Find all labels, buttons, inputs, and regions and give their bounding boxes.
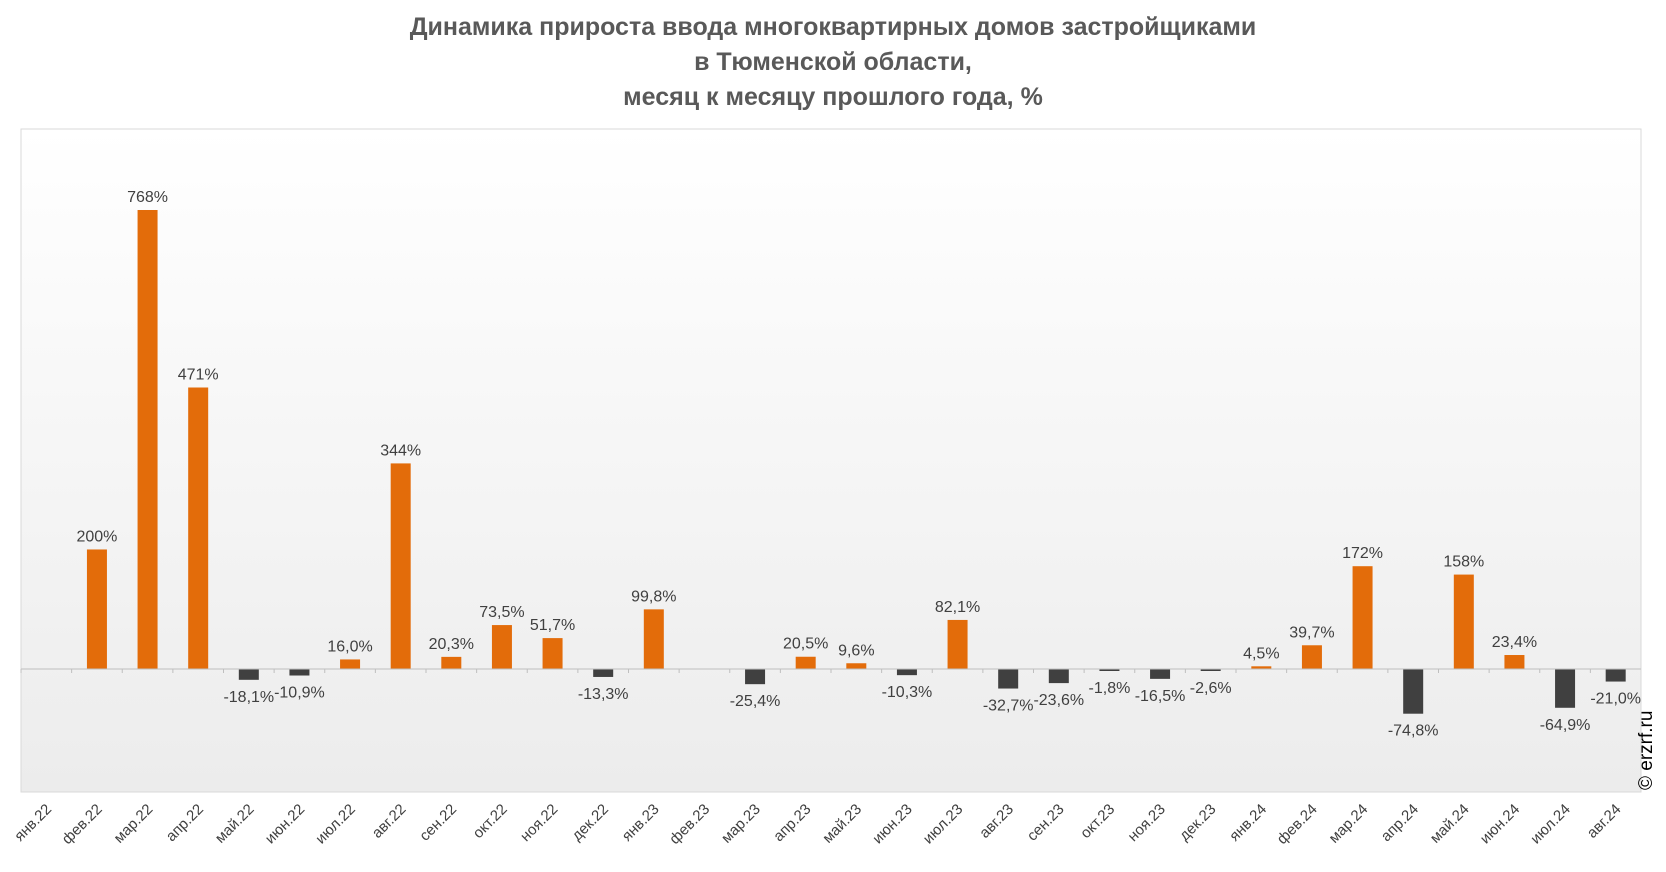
data-label: -74,8% [1388, 723, 1439, 740]
data-label: -18,1% [223, 689, 274, 706]
bar-сен.23 [1048, 669, 1069, 684]
chart-title-line-1: Динамика прироста ввода многоквартирных … [409, 13, 1257, 41]
chart-title: Динамика прироста ввода многоквартирных … [0, 10, 1666, 115]
x-tick-label: сен.22 [416, 801, 460, 845]
x-tick-label: июн.24 [1477, 801, 1524, 848]
bar-авг.23 [998, 669, 1019, 689]
bar-июл.24 [1555, 669, 1576, 708]
data-label: 172% [1342, 545, 1383, 562]
x-tick-label: окт.23 [1077, 801, 1118, 842]
x-tick-label: май.24 [1427, 801, 1473, 847]
data-label: 20,3% [429, 636, 474, 653]
x-tick-label: авг.24 [1584, 801, 1625, 842]
x-tick-label: янв.23 [619, 801, 663, 845]
bar-окт.23 [1099, 669, 1120, 671]
x-tick-label: фев.24 [1274, 801, 1321, 848]
data-label: -32,7% [983, 698, 1034, 715]
data-label: 344% [380, 442, 421, 459]
data-label: 16,0% [327, 638, 372, 655]
x-tick-label: июл.22 [312, 801, 359, 848]
chart-title-line-2: в Тюменской области, [694, 48, 972, 76]
x-tick-label: мар.22 [111, 801, 157, 847]
x-tick-label: ноя.22 [517, 801, 561, 845]
x-tick-label: дек.22 [569, 801, 612, 844]
data-label: 82,1% [935, 599, 980, 616]
data-label: -64,9% [1540, 717, 1591, 734]
bar-янв.23 [643, 609, 664, 669]
bar-ноя.23 [1150, 669, 1171, 679]
data-label: 768% [127, 189, 168, 206]
x-tick-label: июл.23 [920, 801, 967, 848]
data-label: -23,6% [1033, 692, 1084, 709]
bar-мар.23 [745, 669, 766, 685]
data-label: -10,9% [274, 685, 325, 702]
data-label: 73,5% [479, 604, 524, 621]
x-tick-label: апр.22 [163, 801, 207, 845]
data-label: 99,8% [631, 588, 676, 605]
bar-апр.24 [1403, 669, 1424, 714]
plot-area [20, 128, 1642, 793]
x-tick-label: янв.22 [11, 801, 55, 845]
bar-окт.22 [491, 625, 512, 669]
data-label: -21,0% [1590, 691, 1641, 708]
bar-мар.22 [137, 210, 158, 669]
copyright-text: © erzrf.ru [1636, 710, 1657, 790]
x-tick-label: апр.24 [1378, 801, 1422, 845]
bar-авг.24 [1605, 669, 1626, 682]
bar-май.23 [846, 663, 867, 669]
x-tick-label: фев.23 [666, 801, 713, 848]
bar-авг.22 [390, 463, 411, 669]
bar-апр.22 [188, 387, 209, 669]
chart-title-line-3: месяц к месяцу прошлого года, % [623, 83, 1043, 111]
x-tick-label: ноя.23 [1125, 801, 1169, 845]
x-tick-label: янв.24 [1226, 801, 1270, 845]
x-tick-label: мар.24 [1326, 801, 1372, 847]
bar-фев.24 [1301, 645, 1322, 669]
data-label: -25,4% [730, 693, 781, 710]
x-tick-label: авг.22 [369, 801, 410, 842]
bar-май.22 [238, 669, 259, 680]
x-tick-label: фев.22 [59, 801, 106, 848]
data-label: 20,5% [783, 636, 828, 653]
x-tick-label: мар.23 [718, 801, 764, 847]
data-label: -13,3% [578, 686, 629, 703]
x-tick-label: май.23 [819, 801, 865, 847]
bar-июл.22 [340, 659, 361, 669]
bar-янв.24 [1251, 666, 1272, 669]
x-tick-label: апр.23 [770, 801, 814, 845]
x-tick-label: дек.23 [1176, 801, 1219, 844]
data-label: -2,6% [1190, 680, 1232, 697]
x-tick-label: июн.22 [262, 801, 309, 848]
bar-ноя.22 [542, 638, 563, 669]
data-label: -16,5% [1135, 688, 1186, 705]
bar-май.24 [1453, 574, 1474, 669]
data-label: 23,4% [1492, 634, 1537, 651]
bar-сен.22 [441, 656, 462, 669]
data-label: 51,7% [530, 617, 575, 634]
data-label: 471% [178, 367, 219, 384]
bar-июн.23 [896, 669, 917, 676]
x-tick-label: май.22 [212, 801, 258, 847]
data-label: -10,3% [882, 684, 933, 701]
x-tick-label: июл.24 [1527, 801, 1574, 848]
bar-дек.23 [1200, 669, 1221, 671]
data-label: 4,5% [1243, 645, 1279, 662]
bar-мар.24 [1352, 566, 1373, 669]
bar-июл.23 [947, 619, 968, 669]
bar-апр.23 [795, 656, 816, 669]
data-label: 158% [1443, 554, 1484, 571]
bar-фев.22 [86, 549, 107, 669]
data-label: 39,7% [1289, 624, 1334, 641]
bar-июн.24 [1504, 655, 1525, 669]
x-tick-label: авг.23 [976, 801, 1017, 842]
data-label: 200% [76, 528, 117, 545]
x-tick-label: окт.22 [470, 801, 511, 842]
x-tick-label: июн.23 [869, 801, 916, 848]
data-label: -1,8% [1089, 680, 1131, 697]
data-label: 9,6% [838, 642, 874, 659]
x-tick-label: сен.23 [1024, 801, 1068, 845]
bar-июн.22 [289, 669, 310, 676]
bar-дек.22 [593, 669, 614, 677]
